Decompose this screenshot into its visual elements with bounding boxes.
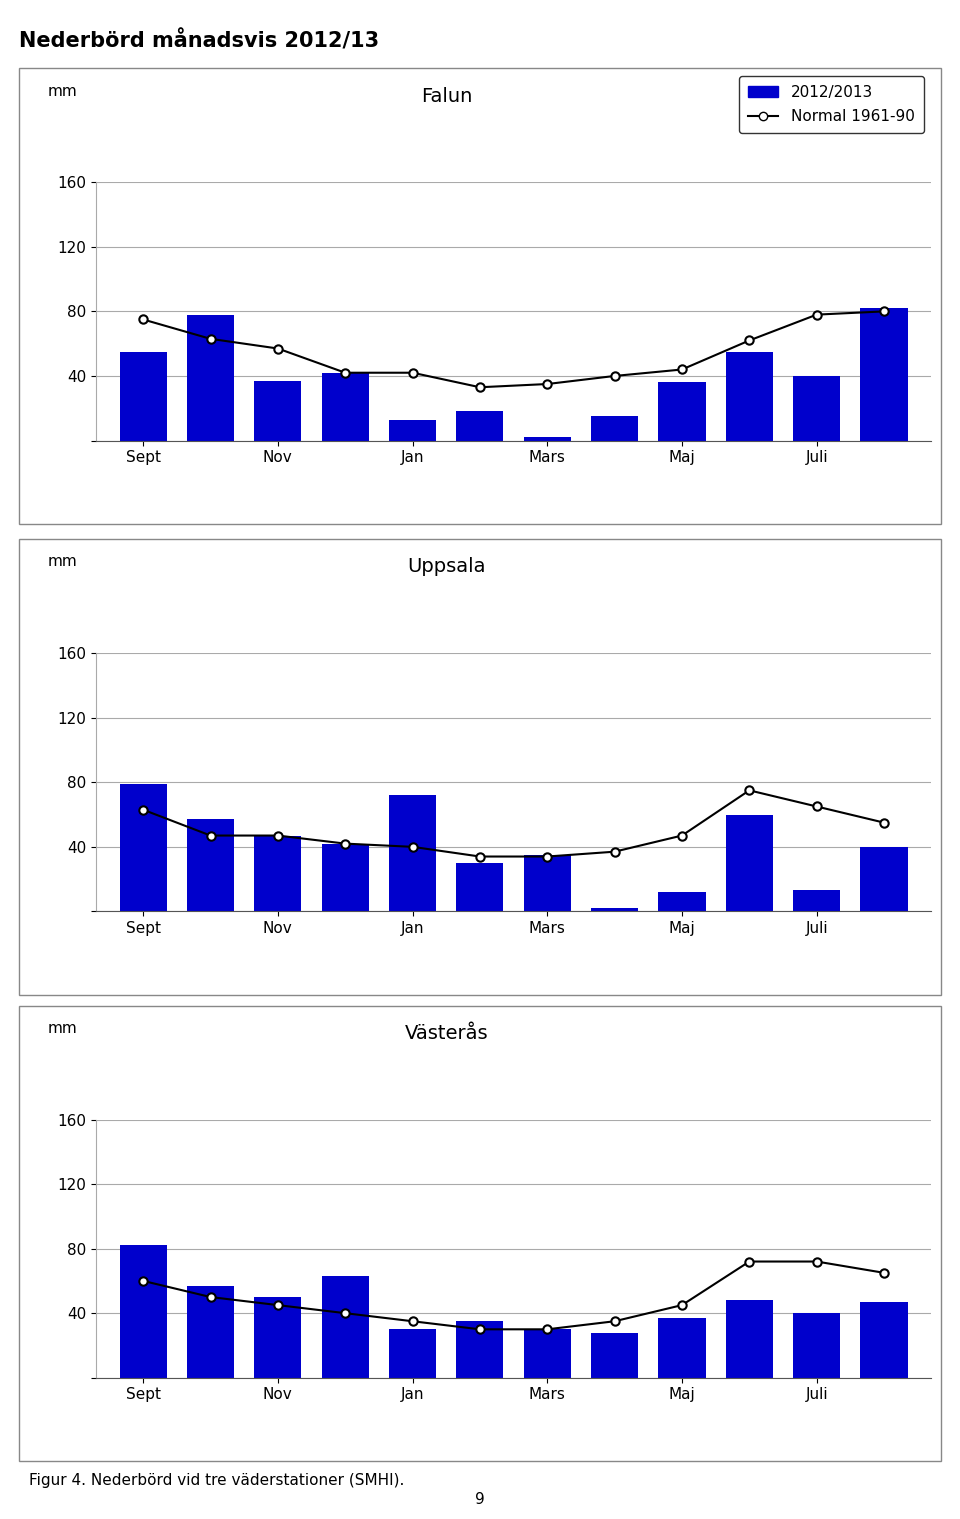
- Text: Nederbörd månadsvis 2012/13: Nederbörd månadsvis 2012/13: [19, 30, 379, 52]
- Text: Uppsala: Uppsala: [408, 557, 486, 577]
- Bar: [860, 848, 907, 911]
- Bar: [659, 383, 706, 441]
- Bar: [591, 416, 638, 441]
- Bar: [726, 352, 773, 441]
- Bar: [860, 1302, 907, 1378]
- Bar: [524, 855, 571, 911]
- Bar: [254, 835, 301, 911]
- Bar: [793, 375, 840, 441]
- Bar: [591, 908, 638, 911]
- Bar: [322, 1276, 369, 1378]
- Bar: [456, 1322, 503, 1378]
- Bar: [254, 1297, 301, 1378]
- Bar: [591, 1332, 638, 1378]
- Bar: [726, 1300, 773, 1378]
- Bar: [726, 814, 773, 911]
- Bar: [120, 1246, 167, 1378]
- Bar: [456, 863, 503, 911]
- Bar: [659, 1318, 706, 1378]
- Text: Figur 4. Nederbörd vid tre väderstationer (SMHI).: Figur 4. Nederbörd vid tre väderstatione…: [29, 1473, 404, 1489]
- Bar: [793, 890, 840, 911]
- Text: Västerås: Västerås: [405, 1024, 489, 1044]
- Text: mm: mm: [48, 1021, 78, 1036]
- Bar: [524, 1329, 571, 1378]
- Bar: [120, 352, 167, 441]
- Bar: [254, 381, 301, 441]
- Text: mm: mm: [48, 84, 78, 99]
- Bar: [322, 843, 369, 911]
- Bar: [860, 308, 907, 441]
- Text: Falun: Falun: [421, 87, 472, 106]
- Bar: [322, 372, 369, 441]
- Bar: [389, 419, 436, 441]
- Bar: [187, 1285, 234, 1378]
- Legend: 2012/2013, Normal 1961-90: 2012/2013, Normal 1961-90: [738, 76, 924, 134]
- Bar: [120, 784, 167, 911]
- Bar: [389, 796, 436, 911]
- Bar: [187, 819, 234, 911]
- Bar: [793, 1312, 840, 1378]
- Bar: [389, 1329, 436, 1378]
- Bar: [659, 892, 706, 911]
- Text: 9: 9: [475, 1492, 485, 1507]
- Text: mm: mm: [48, 554, 78, 570]
- Bar: [456, 412, 503, 441]
- Bar: [187, 314, 234, 441]
- Bar: [524, 437, 571, 441]
